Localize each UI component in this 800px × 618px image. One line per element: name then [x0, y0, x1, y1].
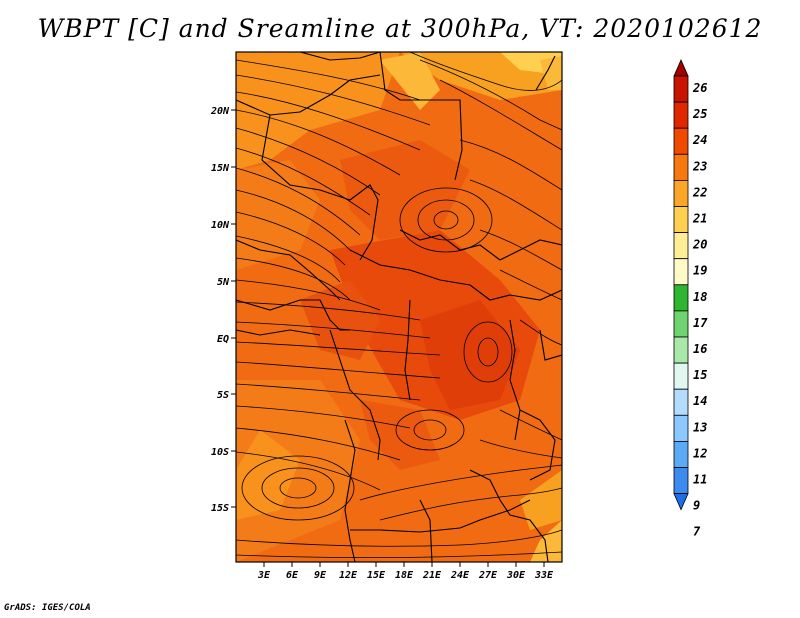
lat-tick-label: 15S	[211, 503, 229, 514]
colorbar-label: 7	[693, 525, 701, 539]
colorbar-segment	[673, 414, 689, 442]
colorbar-segment	[673, 101, 689, 129]
colorbar-label: 20	[692, 238, 707, 252]
colorbar-segment	[673, 153, 689, 181]
map-title: WBPT [C] and Sreamline at 300hPa, VT: 20…	[37, 14, 763, 43]
lon-axis: 3E 6E 9E 12E 15E 18E 21E 24E 27E 30E 33E	[257, 562, 554, 581]
colorbar-segment	[673, 179, 689, 207]
lat-tick-label: 10S	[211, 447, 229, 458]
colorbar-segment	[673, 388, 689, 416]
colorbar-segment	[673, 310, 689, 338]
colorbar-label: 21	[692, 212, 707, 226]
lat-tick-label: 20N	[210, 106, 230, 117]
lat-tick-label: EQ	[217, 334, 229, 345]
lon-tick-label: 15E	[367, 570, 386, 581]
colorbar-label: 25	[692, 107, 707, 121]
lat-tick-label: 5N	[217, 277, 230, 288]
lat-tick-label: 15N	[211, 163, 230, 174]
colorbar-top-arrow	[673, 59, 689, 77]
country-borders	[236, 52, 562, 562]
colorbar-segment	[673, 75, 689, 103]
colorbar-segment	[673, 362, 689, 390]
colorbar-label: 14	[693, 394, 707, 408]
lon-tick-label: 6E	[286, 570, 299, 581]
lon-tick-label: 21E	[422, 570, 442, 581]
lat-tick-label: 5S	[217, 390, 229, 401]
colorbar-segment	[673, 467, 689, 495]
lat-axis: 20N 15N 10N 5N EQ 5S 10S 15S	[210, 106, 236, 514]
colorbar-label: 16	[693, 342, 707, 356]
map-frame	[235, 51, 563, 563]
colorbar-segment	[673, 284, 689, 312]
colorbar-segment	[673, 258, 689, 286]
colorbar-segment	[673, 127, 689, 155]
colorbar-label: 18	[693, 290, 707, 304]
lon-tick-label: 30E	[506, 570, 526, 581]
colorbar-label: 12	[693, 446, 707, 460]
wbpt-field	[236, 52, 562, 562]
lon-tick-label: 33E	[534, 570, 554, 581]
streamlines	[236, 52, 562, 559]
colorbar-label: 13	[693, 420, 707, 434]
colorbar: 26 25 24 23 22 21 20 19 18 17 16 15 14 13 12 11 9 7	[673, 59, 708, 539]
lat-tick-label: 10N	[211, 220, 230, 231]
lon-tick-label: 9E	[314, 570, 327, 581]
colorbar-segment	[673, 336, 689, 364]
colorbar-label: 26	[692, 81, 707, 95]
lon-tick-label: 18E	[395, 570, 414, 581]
colorbar-label: 11	[693, 473, 707, 487]
colorbar-label: 24	[692, 133, 707, 147]
colorbar-label: 22	[692, 185, 707, 199]
lon-tick-label: 24E	[450, 570, 470, 581]
colorbar-bottom-arrow	[673, 493, 689, 511]
colorbar-segment	[673, 232, 689, 260]
colorbar-label: 23	[692, 159, 707, 173]
lon-tick-label: 12E	[339, 570, 358, 581]
lon-tick-label: 27E	[478, 570, 498, 581]
colorbar-label: 9	[693, 499, 700, 513]
colorbar-label: 17	[693, 316, 708, 330]
lon-tick-label: 3E	[257, 570, 271, 581]
colorbar-segment	[673, 206, 689, 234]
colorbar-label: 19	[693, 264, 707, 278]
colorbar-segment	[673, 440, 689, 468]
grads-credit: GrADS: IGES/COLA	[4, 603, 91, 613]
colorbar-label: 15	[693, 368, 707, 382]
